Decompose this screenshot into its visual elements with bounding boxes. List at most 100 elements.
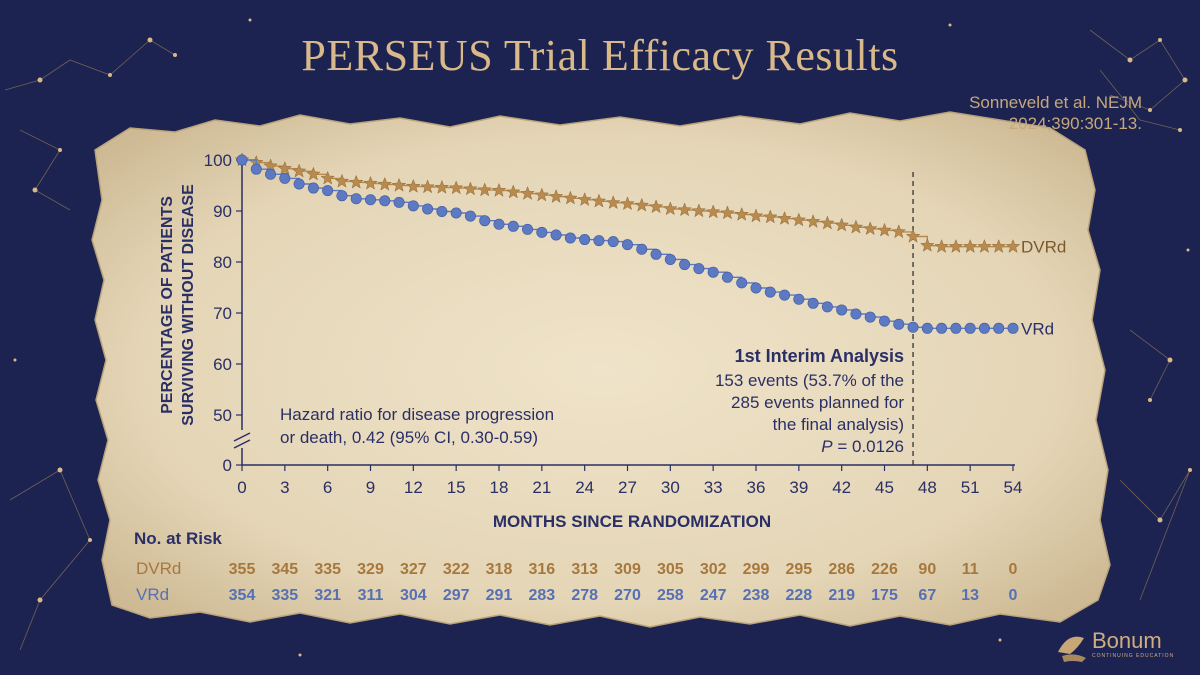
data-point-vrd [907,321,919,333]
x-tick-label: 51 [961,478,980,497]
data-point-vrd [336,190,348,202]
hazard-ratio-line-2: or death, 0.42 (95% CI, 0.30-0.59) [280,428,538,447]
at-risk-value-dvrd: 327 [400,561,427,578]
data-point-vrd [679,259,691,271]
data-point-vrd [507,220,519,232]
at-risk-value-dvrd: 295 [785,561,812,578]
data-point-vrd [379,195,391,207]
data-point-vrd [550,229,562,241]
bonum-logo-icon [1058,636,1086,662]
y-tick-label: 50 [213,406,232,425]
y-tick-label: 70 [213,304,232,323]
y-tick-label: 100 [204,151,232,170]
data-point-vrd [564,232,576,244]
data-point-dvrd [406,178,421,193]
data-point-dvrd [491,182,507,197]
at-risk-value-dvrd: 286 [828,561,855,578]
p-label: P [821,437,833,456]
data-point-vrd [350,193,362,205]
data-point-dvrd [520,185,535,200]
data-point-dvrd [534,187,550,202]
series-label-vrd: VRd [1021,319,1054,338]
data-point-dvrd [477,182,493,197]
at-risk-value-vrd: 247 [700,587,727,604]
data-point-dvrd [634,197,650,212]
p-value: P = 0.0126 [821,437,904,456]
data-point-dvrd [762,209,778,224]
at-risk-value-dvrd: 90 [918,561,936,578]
at-risk-value-vrd: 321 [314,587,341,604]
at-risk-value-vrd: 238 [743,587,770,604]
data-point-dvrd [434,179,450,194]
x-tick-label: 3 [280,478,289,497]
interim-line-1: 153 events (53.7% of the [715,371,904,390]
x-tick-label: 6 [323,478,332,497]
data-point-vrd [236,154,248,166]
data-point-vrd [493,218,505,230]
data-point-dvrd [777,210,792,225]
data-point-vrd [579,234,591,246]
x-tick-label: 30 [661,478,680,497]
data-point-vrd [422,203,434,215]
data-point-dvrd [948,238,964,253]
at-risk-heading: No. at Risk [134,529,222,548]
at-risk-value-vrd: 13 [961,587,979,604]
data-point-vrd [479,215,491,227]
data-point-dvrd [677,202,692,217]
at-risk-value-vrd: 297 [443,587,470,604]
data-point-dvrd [962,238,978,253]
data-point-vrd [450,207,462,219]
at-risk-value-dvrd: 313 [571,561,598,578]
data-point-dvrd [991,238,1007,253]
data-point-dvrd [820,215,835,230]
data-point-dvrd [463,181,478,196]
x-tick-label: 54 [1004,478,1023,497]
data-point-dvrd [920,237,935,252]
data-point-vrd [736,277,748,289]
at-risk-value-vrd: 219 [828,587,855,604]
data-point-vrd [322,185,334,197]
at-risk-value-vrd: 291 [486,587,513,604]
data-point-vrd [821,301,833,313]
data-point-vrd [293,178,305,190]
data-point-vrd [536,226,548,238]
data-point-vrd [693,263,705,275]
data-point-dvrd [977,238,992,253]
data-point-vrd [993,322,1005,334]
data-point-vrd [793,293,805,305]
data-point-dvrd [591,193,607,208]
data-point-vrd [1007,322,1019,334]
data-point-dvrd [320,170,335,185]
citation-line-1: Sonneveld et al. NEJM [969,93,1142,112]
y-tick-label: 60 [213,355,232,374]
data-point-dvrd [605,195,621,210]
data-point-vrd [950,322,962,334]
x-tick-label: 39 [789,478,808,497]
data-point-dvrd [291,163,307,178]
data-point-dvrd [548,188,564,203]
at-risk-value-vrd: 258 [657,587,684,604]
data-point-dvrd [691,203,707,218]
data-point-vrd [436,206,448,218]
data-point-vrd [621,239,633,251]
data-point-vrd [779,289,791,301]
logo-text: Bonum [1092,628,1162,653]
at-risk-value-dvrd: 329 [357,561,384,578]
interim-heading: 1st Interim Analysis [735,346,904,366]
at-risk-value-vrd: 311 [358,587,384,604]
at-risk-value-dvrd: 355 [229,561,256,578]
citation-line-2: 2024;390:301-13. [1008,114,1142,133]
data-point-vrd [807,297,819,309]
data-point-dvrd [505,184,521,199]
at-risk-value-vrd: 0 [1009,587,1018,604]
x-tick-label: 12 [404,478,423,497]
y-tick-label: 0 [223,456,232,475]
data-point-vrd [936,322,948,334]
data-point-vrd [265,168,277,180]
data-point-dvrd [891,224,907,239]
data-point-vrd [893,318,905,330]
data-point-dvrd [705,204,721,219]
at-risk-value-dvrd: 318 [486,561,513,578]
